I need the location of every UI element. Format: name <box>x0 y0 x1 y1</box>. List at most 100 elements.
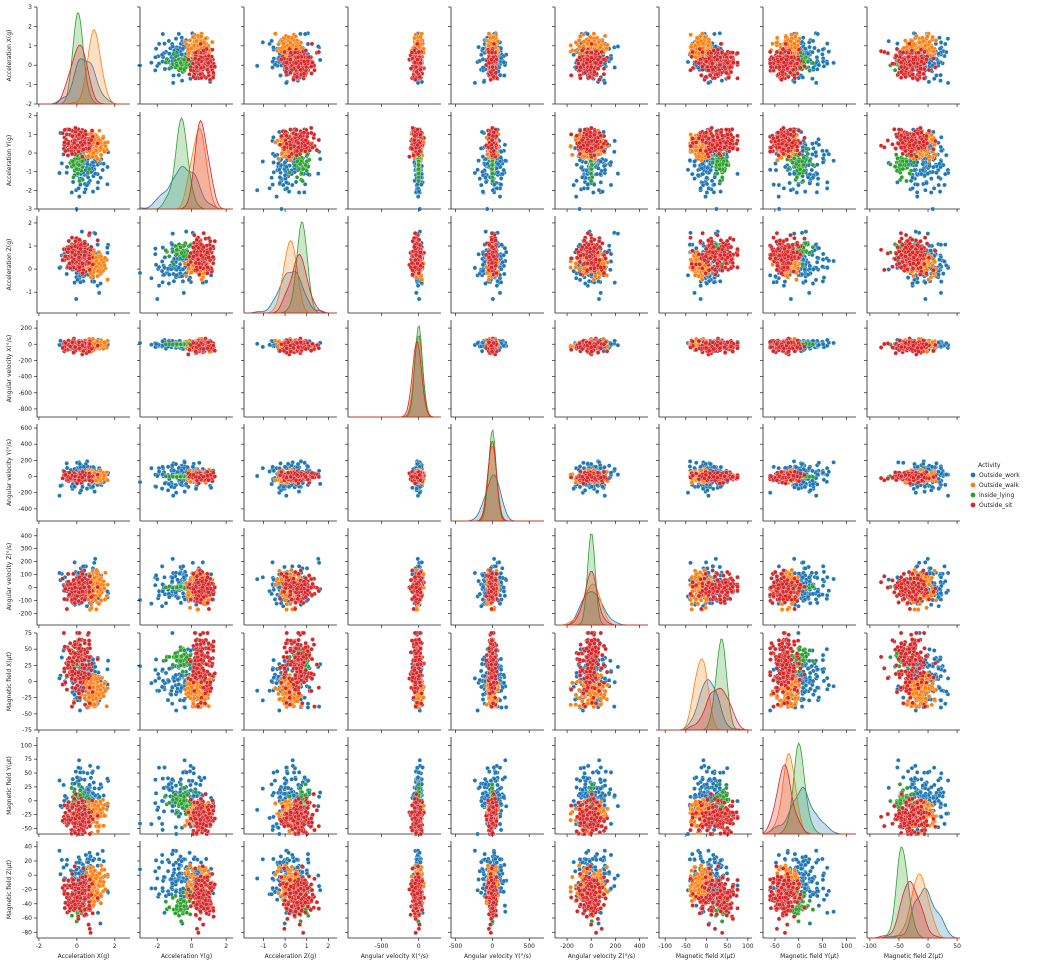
point-Outside_walk <box>191 35 195 39</box>
point-Outside_walk <box>288 40 292 44</box>
point-Outside_sit <box>205 68 209 72</box>
point-Outside_walk <box>487 32 491 36</box>
point-Outside_sit <box>596 67 600 71</box>
point-Outside_sit <box>583 71 587 75</box>
point-Outside_work <box>270 65 274 69</box>
point-Outside_work <box>177 73 181 77</box>
point-Outside_walk <box>286 35 290 39</box>
point-Outside_walk <box>273 32 277 36</box>
point-Outside_work <box>177 32 181 36</box>
point-Outside_work <box>167 52 171 56</box>
point-inside_lying <box>179 67 183 71</box>
point-Outside_walk <box>578 44 582 48</box>
point-Outside_work <box>153 55 157 59</box>
point-inside_lying <box>171 62 175 66</box>
point-Outside_work <box>502 73 506 77</box>
point-Outside_sit <box>213 65 217 69</box>
y-tick-label: 2 <box>28 23 32 30</box>
point-Outside_sit <box>288 71 292 75</box>
point-Outside_sit <box>198 72 202 76</box>
point-Outside_walk <box>187 51 191 55</box>
point-Outside_sit <box>312 68 316 72</box>
point-Outside_sit <box>589 56 593 60</box>
point-Outside_sit <box>492 75 496 79</box>
point-Outside_sit <box>207 61 211 65</box>
point-Outside_work <box>498 73 502 77</box>
point-Outside_sit <box>284 70 288 74</box>
point-Outside_work <box>572 53 576 57</box>
point-Outside_sit <box>199 42 203 46</box>
point-Outside_walk <box>574 49 578 53</box>
point-inside_lying <box>179 61 183 65</box>
point-Outside_work <box>167 39 171 43</box>
point-Outside_sit <box>492 42 496 46</box>
point-Outside_sit <box>304 48 308 52</box>
point-Outside_sit <box>594 61 598 65</box>
point-Outside_work <box>712 32 716 36</box>
point-Outside_sit <box>310 42 314 46</box>
point-Outside_sit <box>288 58 292 62</box>
point-Outside_work <box>161 32 165 36</box>
point-Outside_work <box>163 67 167 71</box>
point-Outside_sit <box>189 68 193 72</box>
point-Outside_work <box>154 47 158 51</box>
point-Outside_walk <box>192 44 196 48</box>
y-axis-label: Acceleration X(g) <box>6 30 13 82</box>
point-Outside_work <box>316 44 320 48</box>
point-Outside_sit <box>600 50 604 54</box>
panel-0-2 <box>241 7 337 107</box>
point-Outside_work <box>318 58 322 62</box>
point-Outside_work <box>278 73 282 77</box>
point-Outside_work <box>499 56 503 60</box>
point-Outside_walk <box>194 39 198 43</box>
point-Outside_sit <box>491 65 495 69</box>
point-Outside_sit <box>418 61 422 65</box>
panel-0-6 <box>656 7 752 107</box>
point-Outside_work <box>298 32 302 36</box>
point-Outside_sit <box>578 55 582 59</box>
point-inside_lying <box>167 67 171 71</box>
point-Outside_sit <box>580 48 584 52</box>
point-Outside_sit <box>418 68 422 72</box>
point-Outside_work <box>180 52 184 56</box>
point-Outside_work <box>171 44 175 48</box>
point-Outside_sit <box>489 58 493 62</box>
point-Outside_work <box>686 60 690 64</box>
point-Outside_work <box>149 61 153 65</box>
point-Outside_walk <box>701 42 705 46</box>
point-Outside_walk <box>294 34 298 38</box>
point-Outside_walk <box>491 35 495 39</box>
point-Outside_sit <box>282 50 286 54</box>
point-Outside_walk <box>582 40 586 44</box>
y-tick-label: 3 <box>28 4 32 11</box>
point-Outside_sit <box>311 61 315 65</box>
point-Outside_work <box>616 44 620 48</box>
point-Outside_sit <box>410 51 414 55</box>
point-Outside_sit <box>191 75 195 79</box>
point-Outside_sit <box>602 72 606 76</box>
point-Outside_walk <box>595 36 599 40</box>
point-inside_lying <box>164 60 168 64</box>
point-Outside_walk <box>605 43 609 47</box>
point-Outside_sit <box>285 61 289 65</box>
point-Outside_walk <box>603 34 607 38</box>
point-Outside_work <box>477 45 481 49</box>
point-Outside_sit <box>309 71 313 75</box>
point-Outside_walk <box>276 42 280 46</box>
point-Outside_sit <box>578 76 582 80</box>
point-Outside_walk <box>188 38 192 42</box>
point-Outside_sit <box>208 78 212 82</box>
point-Outside_walk <box>588 35 592 39</box>
point-Outside_sit <box>202 48 206 52</box>
point-Outside_walk <box>592 32 596 36</box>
point-Outside_sit <box>293 51 297 55</box>
point-Outside_walk <box>574 40 578 44</box>
point-Outside_work <box>306 42 310 46</box>
point-Outside_work <box>481 47 485 51</box>
point-Outside_sit <box>279 57 283 61</box>
point-Outside_work <box>718 31 722 35</box>
point-Outside_sit <box>302 72 306 76</box>
point-Outside_sit <box>490 51 494 55</box>
point-Outside_sit <box>590 42 594 46</box>
